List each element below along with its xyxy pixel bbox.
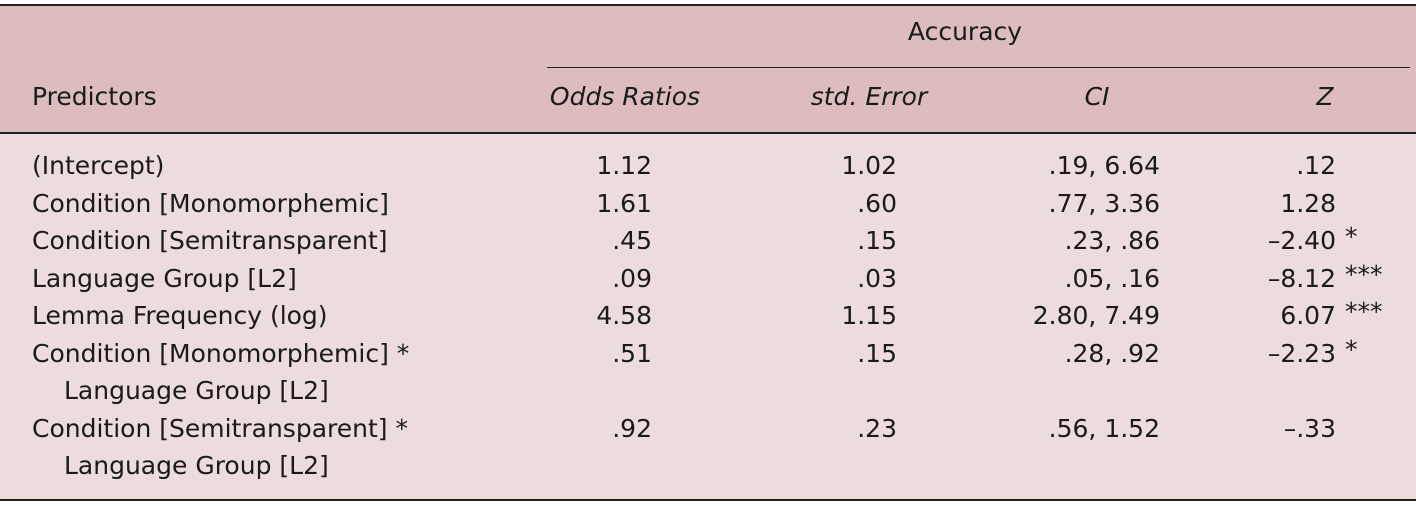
- z: –2.23: [1267, 338, 1336, 368]
- odds-ratio: .51: [612, 338, 652, 368]
- ci: 2.80, 7.49: [1032, 301, 1160, 330]
- std-error: .60: [857, 188, 897, 218]
- odds-ratio: 1.12: [596, 151, 652, 180]
- std-error: 1.15: [841, 301, 897, 330]
- z: –8.12: [1267, 263, 1336, 293]
- column-header: Odds Ratios: [549, 82, 701, 111]
- z: 6.07: [1280, 301, 1336, 330]
- odds-ratio: 4.58: [596, 301, 652, 330]
- std-error: 1.02: [841, 151, 897, 180]
- std-error: .23: [857, 413, 897, 443]
- column-header: CI: [1084, 82, 1110, 111]
- predictor: Condition [Monomorphemic] *: [32, 338, 410, 368]
- ci: .23, .86: [1064, 226, 1160, 255]
- z: .12: [1296, 151, 1336, 180]
- significance: ***: [1345, 297, 1383, 326]
- ci: .56, 1.52: [1048, 413, 1160, 443]
- predictor: Language Group [L2]: [32, 263, 297, 293]
- significance: *: [1345, 334, 1358, 364]
- std-error: .15: [857, 226, 897, 255]
- predictor: Condition [Semitransparent] *: [32, 413, 408, 443]
- ci: .28, .92: [1064, 338, 1160, 368]
- predictor: Language Group [L2]: [64, 451, 329, 480]
- predictor: Condition [Monomorphemic]: [32, 188, 389, 218]
- odds-ratio: .09: [612, 263, 652, 293]
- predictor: Language Group [L2]: [64, 376, 329, 405]
- std-error: .03: [857, 263, 897, 293]
- column-header: std. Error: [810, 82, 928, 111]
- group-header: Accuracy: [907, 17, 1023, 46]
- ci: .19, 6.64: [1048, 151, 1160, 180]
- predictor: Condition [Semitransparent]: [32, 226, 388, 255]
- ci: .77, 3.36: [1048, 188, 1160, 218]
- z: –2.40: [1267, 226, 1336, 255]
- predictor: Lemma Frequency (log): [32, 301, 328, 330]
- z: 1.28: [1280, 188, 1336, 218]
- std-error: .15: [857, 338, 897, 368]
- column-header: Predictors: [32, 82, 157, 111]
- significance: ***: [1345, 259, 1383, 289]
- header-band: [0, 4, 1416, 132]
- body-band: [0, 132, 1416, 501]
- predictor: (Intercept): [32, 151, 165, 180]
- odds-ratio: 1.61: [596, 188, 652, 218]
- group-rule: [547, 67, 1410, 68]
- ci: .05, .16: [1064, 263, 1160, 293]
- z: –.33: [1283, 413, 1336, 443]
- column-header: Z: [1316, 82, 1334, 111]
- odds-ratio: .45: [612, 226, 652, 255]
- odds-ratio: .92: [612, 413, 652, 443]
- significance: *: [1345, 222, 1358, 251]
